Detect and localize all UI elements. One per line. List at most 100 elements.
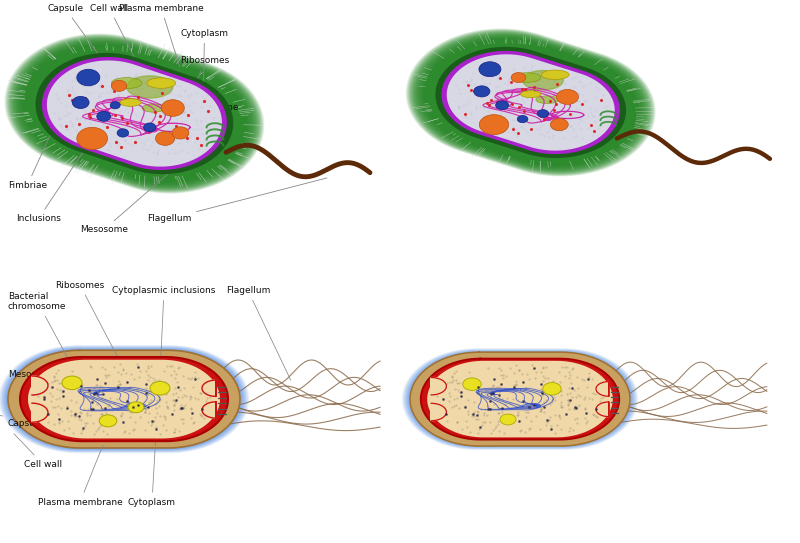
- Circle shape: [542, 382, 562, 395]
- Polygon shape: [22, 44, 247, 183]
- Polygon shape: [14, 353, 234, 445]
- Polygon shape: [409, 352, 631, 446]
- Circle shape: [99, 415, 117, 427]
- Polygon shape: [202, 402, 216, 418]
- Polygon shape: [418, 35, 644, 169]
- Text: Bacterial
chromosome: Bacterial chromosome: [153, 93, 239, 116]
- Circle shape: [462, 378, 482, 390]
- Circle shape: [557, 90, 578, 104]
- Polygon shape: [22, 45, 246, 182]
- Polygon shape: [10, 37, 258, 190]
- Ellipse shape: [147, 78, 176, 89]
- Polygon shape: [19, 43, 250, 184]
- Circle shape: [474, 86, 490, 97]
- Polygon shape: [6, 34, 263, 193]
- Polygon shape: [522, 71, 563, 90]
- Text: Ribosomes: Ribosomes: [55, 281, 122, 367]
- Ellipse shape: [512, 73, 541, 83]
- Polygon shape: [16, 41, 253, 186]
- Polygon shape: [419, 36, 642, 168]
- Polygon shape: [418, 36, 643, 169]
- Polygon shape: [5, 349, 243, 450]
- Polygon shape: [8, 350, 240, 448]
- Text: Fimbriae: Fimbriae: [8, 130, 53, 190]
- Ellipse shape: [120, 99, 141, 106]
- Circle shape: [511, 73, 526, 83]
- Text: Plasma membrane: Plasma membrane: [38, 445, 122, 507]
- Polygon shape: [32, 403, 48, 422]
- Polygon shape: [4, 348, 244, 450]
- Polygon shape: [14, 39, 255, 188]
- Polygon shape: [14, 353, 234, 445]
- Polygon shape: [414, 33, 648, 172]
- Circle shape: [538, 110, 549, 117]
- Polygon shape: [404, 349, 636, 449]
- Polygon shape: [47, 60, 222, 167]
- Text: Bacterial
chromosome: Bacterial chromosome: [8, 292, 82, 386]
- Polygon shape: [15, 40, 254, 187]
- Polygon shape: [424, 359, 616, 439]
- Polygon shape: [406, 28, 656, 176]
- Polygon shape: [10, 351, 238, 447]
- Polygon shape: [20, 356, 228, 442]
- Polygon shape: [411, 32, 650, 173]
- Polygon shape: [13, 39, 256, 188]
- Text: Mesosome: Mesosome: [80, 135, 213, 235]
- Circle shape: [97, 111, 110, 121]
- Polygon shape: [596, 402, 609, 416]
- Polygon shape: [11, 352, 237, 446]
- Polygon shape: [417, 35, 645, 170]
- Circle shape: [72, 96, 89, 109]
- Circle shape: [518, 116, 528, 123]
- Polygon shape: [28, 359, 220, 439]
- Polygon shape: [412, 33, 650, 173]
- Polygon shape: [418, 356, 622, 442]
- Polygon shape: [18, 42, 251, 185]
- Polygon shape: [418, 357, 622, 441]
- Circle shape: [110, 102, 120, 109]
- Text: Cell wall: Cell wall: [90, 4, 141, 71]
- Polygon shape: [22, 357, 226, 441]
- Polygon shape: [16, 354, 232, 444]
- Text: Plasma membrane: Plasma membrane: [119, 4, 204, 67]
- Polygon shape: [3, 348, 245, 451]
- Polygon shape: [409, 30, 653, 174]
- Polygon shape: [18, 42, 250, 185]
- Polygon shape: [13, 352, 235, 446]
- Polygon shape: [22, 45, 246, 182]
- Polygon shape: [596, 382, 609, 396]
- Polygon shape: [6, 349, 242, 449]
- Polygon shape: [420, 37, 642, 168]
- Polygon shape: [23, 358, 225, 440]
- Polygon shape: [414, 355, 626, 444]
- Polygon shape: [408, 30, 653, 175]
- Polygon shape: [22, 45, 247, 182]
- Circle shape: [111, 80, 126, 91]
- Polygon shape: [421, 358, 619, 440]
- Circle shape: [500, 414, 516, 425]
- Polygon shape: [403, 349, 637, 450]
- Polygon shape: [8, 36, 261, 191]
- Polygon shape: [410, 353, 630, 445]
- Circle shape: [128, 402, 144, 413]
- Polygon shape: [406, 350, 634, 448]
- Polygon shape: [8, 350, 240, 448]
- Polygon shape: [126, 76, 173, 98]
- Polygon shape: [21, 43, 248, 184]
- Polygon shape: [413, 33, 649, 172]
- Polygon shape: [423, 39, 638, 166]
- Polygon shape: [13, 39, 256, 188]
- Polygon shape: [1, 346, 247, 452]
- Text: Flagellum: Flagellum: [146, 178, 327, 223]
- Polygon shape: [2, 347, 246, 451]
- Text: Plasmid: Plasmid: [181, 128, 216, 140]
- Polygon shape: [14, 40, 254, 187]
- Circle shape: [496, 101, 509, 110]
- Ellipse shape: [542, 70, 569, 79]
- Polygon shape: [32, 376, 48, 395]
- Text: Ribosomes: Ribosomes: [181, 56, 230, 100]
- Polygon shape: [408, 30, 654, 175]
- Text: Capsule: Capsule: [47, 4, 106, 65]
- Text: Cytoplasm: Cytoplasm: [181, 29, 229, 83]
- Polygon shape: [415, 34, 646, 171]
